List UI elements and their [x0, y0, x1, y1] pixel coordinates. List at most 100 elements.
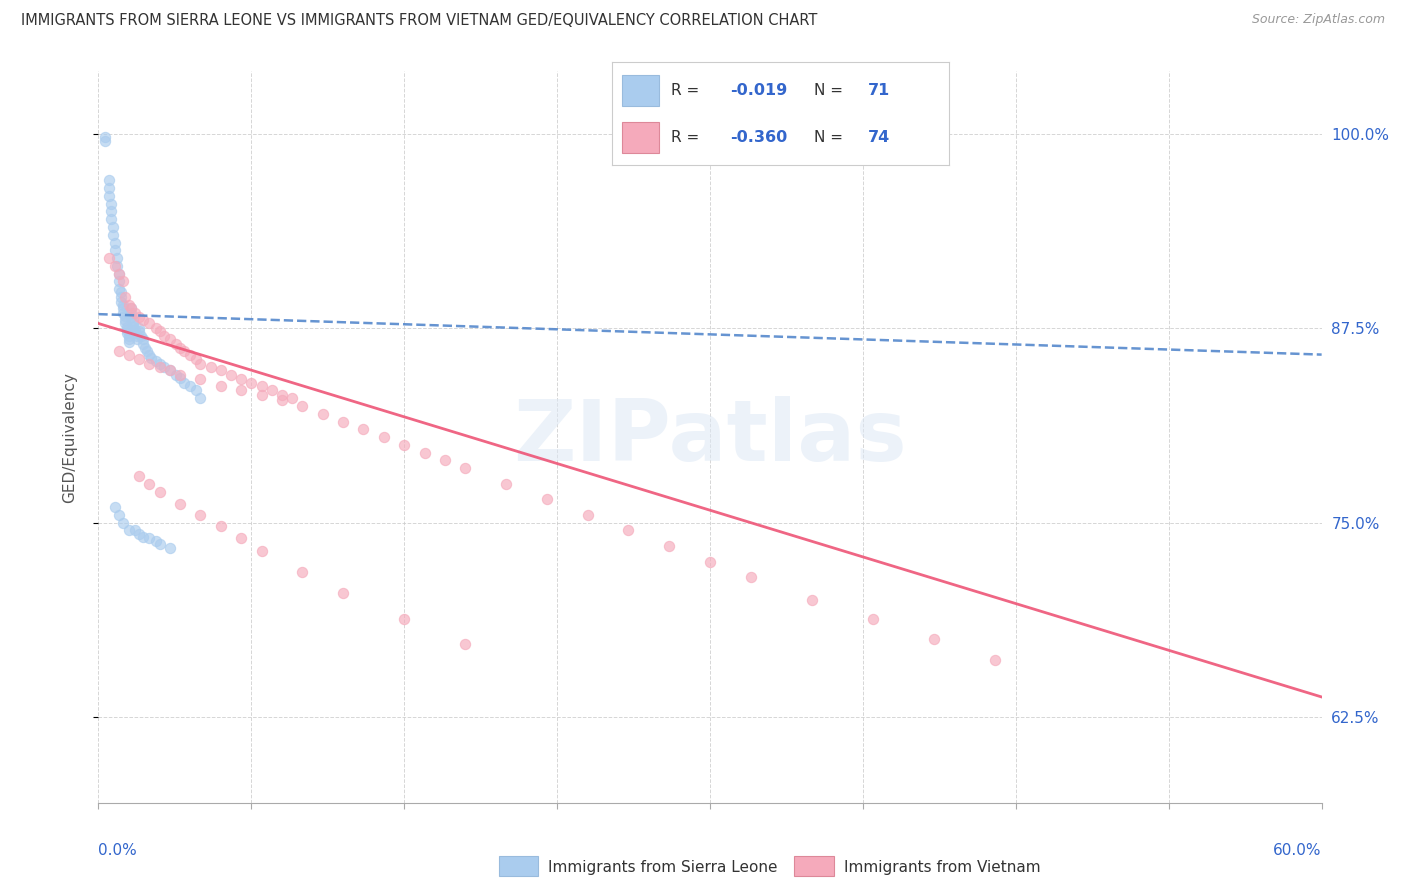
Text: -0.019: -0.019 [730, 83, 787, 97]
Point [120, 301, 142, 315]
Point [104, 500, 127, 515]
Point [108, 508, 131, 522]
Point [392, 438, 416, 452]
Point [231, 531, 253, 545]
Point [270, 388, 294, 402]
Point [118, 298, 141, 312]
Point [145, 534, 167, 549]
Point [124, 323, 146, 337]
Point [110, 285, 132, 300]
Point [118, 335, 141, 350]
Point [115, 319, 138, 334]
Point [332, 415, 354, 429]
Text: 71: 71 [868, 83, 890, 97]
Point [127, 329, 149, 343]
Bar [621, 122, 659, 153]
Point [128, 469, 150, 483]
Point [149, 357, 172, 371]
Point [434, 453, 457, 467]
Point [495, 476, 517, 491]
Point [138, 348, 160, 362]
Text: Immigrants from Sierra Leone: Immigrants from Sierra Leone [548, 860, 778, 874]
Point [105, 259, 128, 273]
Point [141, 351, 163, 365]
Point [108, 282, 131, 296]
Point [862, 612, 884, 626]
Point [165, 336, 187, 351]
Point [104, 235, 127, 250]
Point [152, 359, 174, 374]
Point [122, 319, 145, 334]
Point [209, 378, 232, 392]
Point [97, 173, 120, 187]
Point [209, 363, 232, 377]
Point [699, 555, 721, 569]
Point [100, 204, 122, 219]
Point [132, 336, 155, 351]
Point [188, 508, 212, 522]
Point [120, 310, 142, 325]
Point [454, 461, 477, 475]
Point [128, 352, 150, 367]
Point [114, 290, 136, 304]
Point [260, 384, 283, 398]
Text: -0.360: -0.360 [730, 130, 787, 145]
Point [186, 384, 208, 398]
Point [93, 135, 115, 149]
Text: R =: R = [671, 83, 704, 97]
Point [617, 524, 640, 538]
Point [186, 352, 208, 367]
Text: IMMIGRANTS FROM SIERRA LEONE VS IMMIGRANTS FROM VIETNAM GED/EQUIVALENCY CORRELAT: IMMIGRANTS FROM SIERRA LEONE VS IMMIGRAN… [21, 13, 817, 29]
Point [188, 357, 212, 371]
Point [93, 129, 115, 144]
Point [129, 329, 152, 343]
Point [165, 368, 187, 382]
Point [115, 326, 138, 340]
Text: 0.0%: 0.0% [98, 843, 138, 858]
Point [114, 309, 136, 323]
Text: 60.0%: 60.0% [1274, 843, 1322, 858]
Bar [621, 75, 659, 105]
Point [373, 430, 395, 444]
Point [179, 378, 201, 392]
Point [108, 275, 131, 289]
Point [127, 332, 149, 346]
Text: R =: R = [671, 130, 704, 145]
Point [250, 378, 273, 392]
Point [101, 219, 124, 234]
Point [332, 585, 354, 599]
Point [132, 530, 155, 544]
Point [118, 348, 141, 362]
Point [169, 368, 191, 382]
Point [219, 368, 242, 382]
Point [138, 357, 160, 371]
Point [159, 541, 181, 555]
Text: ZIPatlas: ZIPatlas [513, 395, 907, 479]
Point [110, 294, 132, 309]
Point [231, 372, 253, 386]
Point [576, 508, 599, 522]
Point [188, 391, 212, 405]
Point [138, 317, 160, 331]
Point [149, 537, 172, 551]
Point [149, 484, 172, 499]
Point [124, 524, 146, 538]
Point [128, 310, 150, 325]
Point [740, 570, 762, 584]
Point [128, 526, 150, 541]
Point [145, 321, 167, 335]
Point [118, 329, 141, 343]
Point [120, 305, 142, 319]
Point [100, 212, 122, 227]
Point [108, 344, 131, 359]
Text: Immigrants from Vietnam: Immigrants from Vietnam [844, 860, 1040, 874]
Point [128, 324, 150, 338]
Point [159, 332, 181, 346]
Point [111, 301, 134, 315]
Point [801, 593, 824, 607]
Point [169, 371, 191, 385]
Text: Source: ZipAtlas.com: Source: ZipAtlas.com [1251, 13, 1385, 27]
Point [169, 497, 191, 511]
Point [291, 399, 314, 413]
Point [149, 324, 172, 338]
